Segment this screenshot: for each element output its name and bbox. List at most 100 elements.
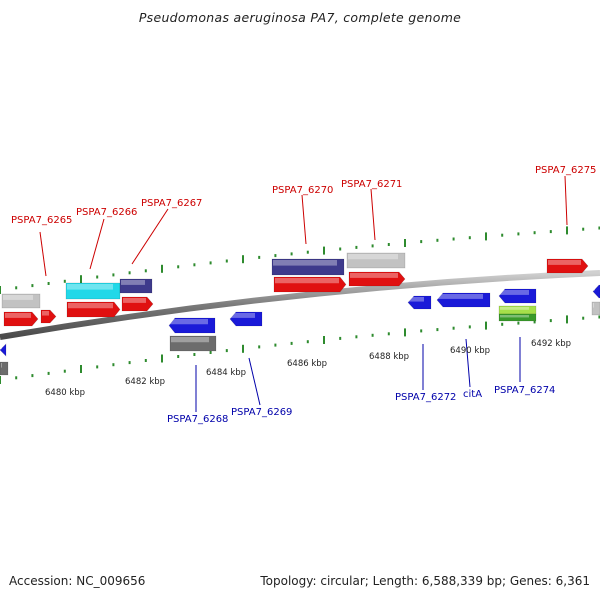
inner-major-tick — [404, 328, 406, 337]
inner-major-tick — [323, 336, 325, 344]
connector-6275 — [564, 175, 568, 226]
gene-block-sheen — [409, 297, 424, 302]
outer-major-tick — [566, 226, 568, 235]
gene-label-PSPA7_6269: PSPA7_6269 — [231, 407, 292, 418]
outer-minor-tick — [274, 254, 277, 258]
inner-minor-tick — [31, 374, 34, 378]
scale-label: 6484 kbp — [206, 368, 246, 378]
inner-major-tick — [80, 365, 82, 373]
gene-block-sheen — [171, 337, 209, 343]
forward-gene-labels: PSPA7_6265 PSPA7_6266 PSPA7_6267 PSPA7_6… — [11, 165, 596, 226]
gene-block-sheen — [548, 260, 581, 265]
gene-block-sheen — [593, 303, 594, 308]
outer-major-tick — [0, 286, 1, 294]
gene-block-sheen — [1, 363, 2, 368]
gene-label-PSPA7_6267: PSPA7_6267 — [141, 198, 202, 209]
outer-minor-tick — [387, 243, 390, 246]
gene-block-sheen — [3, 295, 33, 300]
outer-minor-tick — [598, 226, 600, 230]
inner-minor-tick — [15, 376, 18, 380]
inner-major-tick — [242, 344, 244, 353]
inner-minor-tick — [582, 316, 585, 320]
outer-minor-tick — [225, 259, 228, 263]
inner-minor-tick — [501, 322, 504, 326]
scale-label: 6480 kbp — [45, 388, 85, 398]
gene-label-PSPA7_6266: PSPA7_6266 — [76, 207, 137, 218]
outer-major-tick — [404, 239, 406, 247]
outer-minor-tick — [209, 261, 212, 265]
outer-minor-tick — [306, 250, 309, 254]
connector-6271 — [370, 188, 376, 241]
inner-major-tick — [0, 376, 1, 384]
gene-block-sheen — [350, 273, 398, 278]
outer-major-tick — [242, 255, 244, 264]
outer-minor-tick — [144, 269, 147, 273]
scale-label: 6482 kbp — [125, 377, 165, 387]
gene-block-6270 — [273, 276, 347, 293]
connector-citA — [465, 338, 471, 388]
gene-block-sheen — [42, 311, 49, 316]
gene-block-darkgray-edge — [0, 361, 9, 376]
inner-minor-tick — [533, 320, 536, 324]
outer-minor-tick — [63, 279, 66, 283]
gene-block-6267 — [121, 296, 154, 312]
outer-major-tick — [323, 246, 325, 255]
gene-label-PSPA7_6268: PSPA7_6268 — [167, 414, 228, 425]
outer-minor-tick — [452, 237, 455, 241]
gene-block-sheen — [348, 254, 398, 260]
gene-block-6265a — [3, 311, 39, 327]
inner-minor-tick — [436, 328, 439, 332]
gene-block-darkgray — [169, 335, 217, 352]
inner-major-tick — [485, 321, 487, 330]
outer-minor-tick — [436, 238, 439, 242]
inner-minor-tick — [387, 332, 390, 336]
gene-label-PSPA7_6271: PSPA7_6271 — [341, 179, 402, 190]
reverse-gene-labels: PSPA7_6268 PSPA7_6269 PSPA7_6272 citA PS… — [167, 385, 555, 425]
outer-major-tick — [161, 264, 163, 273]
scale-labels: 6480 kbp 6482 kbp 6484 kbp 6486 kbp 6488… — [45, 339, 571, 398]
gene-block-sheen — [594, 286, 595, 291]
gene-block-6271 — [348, 271, 406, 287]
gene-label-PSPA7_6265: PSPA7_6265 — [11, 215, 72, 226]
gene-block-sheen — [438, 294, 483, 299]
gene-block-sheen — [275, 278, 339, 284]
inner-minor-tick — [549, 319, 552, 323]
gene-label-PSPA7_6275: PSPA7_6275 — [535, 165, 596, 176]
gene-block-gray-2 — [346, 252, 406, 269]
outer-minor-tick — [177, 265, 180, 269]
inner-minor-tick — [47, 371, 50, 375]
outer-minor-tick — [517, 232, 520, 236]
gene-label-citA: citA — [463, 389, 482, 400]
gene-block-sheen — [67, 284, 113, 290]
connector-6266 — [89, 218, 105, 270]
inner-minor-tick — [468, 325, 471, 329]
outer-minor-tick — [47, 282, 50, 285]
outer-minor-tick — [420, 240, 423, 244]
inner-minor-tick — [112, 363, 115, 367]
scale-label: 6488 kbp — [369, 352, 409, 362]
scale-label: 6490 kbp — [450, 346, 490, 356]
connector-6270 — [301, 194, 307, 245]
outer-minor-tick — [533, 231, 536, 235]
scale-label: 6486 kbp — [287, 359, 327, 369]
accession-text: Accession: NC_009656 — [9, 574, 146, 588]
inner-minor-tick — [193, 353, 196, 356]
inner-minor-tick — [517, 321, 520, 325]
gene-block-sheen — [1, 345, 2, 350]
outer-minor-tick — [128, 271, 131, 275]
topology-text: Topology: circular; Length: 6,588,339 bp… — [260, 574, 590, 588]
gene-block-sheen — [273, 260, 337, 266]
outer-major-tick — [485, 232, 487, 241]
inner-minor-tick — [128, 361, 131, 365]
genome-title: Pseudomonas aeruginosa PA7, complete gen… — [138, 10, 462, 25]
outer-minor-tick — [15, 286, 18, 290]
inner-minor-tick — [63, 369, 66, 373]
gene-block-citA — [436, 292, 491, 308]
inner-minor-tick — [144, 359, 147, 362]
inner-minor-tick — [452, 326, 455, 330]
gene-block-6266 — [66, 301, 121, 318]
gene-block-sheen — [500, 290, 529, 295]
scale-label: 6492 kbp — [531, 339, 571, 349]
